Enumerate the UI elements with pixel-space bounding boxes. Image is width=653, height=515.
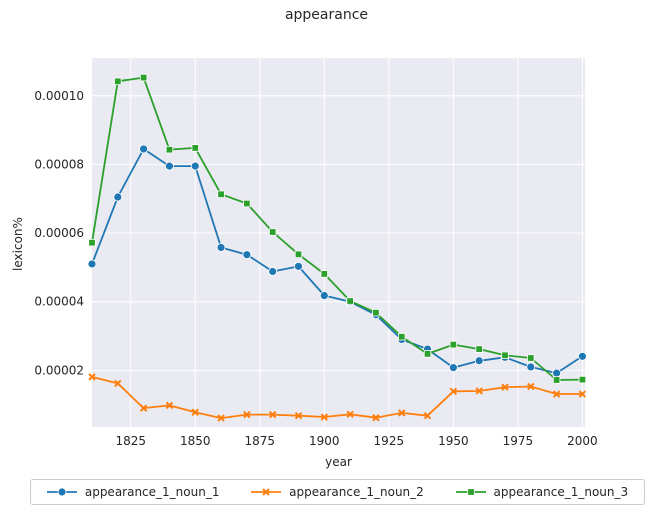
legend-symbol <box>466 488 475 496</box>
y-axis-label: lexicon% <box>11 217 25 271</box>
x-tick-label: 2000 <box>567 434 598 448</box>
legend-marker-series-1 <box>46 487 77 497</box>
data-point-series-2 <box>165 401 174 410</box>
data-point-series-1 <box>113 192 123 202</box>
data-point-series-2 <box>320 413 329 421</box>
x-axis-label: year <box>325 455 352 469</box>
legend-marker-series-3 <box>455 488 486 496</box>
legend-item-series-1: appearance_1_noun_1 <box>46 485 220 499</box>
data-point-series-2 <box>527 382 535 391</box>
data-point-series-1 <box>242 250 252 260</box>
data-point-series-3 <box>114 77 122 86</box>
data-point-series-1 <box>294 261 303 271</box>
legend-label-series-1: appearance_1_noun_1 <box>84 485 220 499</box>
data-point-series-2 <box>346 410 354 419</box>
data-point-series-2 <box>475 387 483 395</box>
data-point-series-2 <box>191 408 199 416</box>
data-point-series-1 <box>578 351 587 361</box>
data-point-series-3 <box>552 376 561 384</box>
legend-item-series-3: appearance_1_noun_3 <box>455 485 629 499</box>
x-tick-label: 1825 <box>115 434 146 448</box>
legend: appearance_1_noun_1 appearance_1_noun_2 … <box>30 479 645 505</box>
data-point-series-1 <box>552 368 562 378</box>
legend-label-series-3: appearance_1_noun_3 <box>493 485 629 499</box>
data-point-series-3 <box>320 270 329 278</box>
data-point-series-3 <box>578 375 587 384</box>
y-tick-label: 0.00010 <box>34 89 84 103</box>
y-tick-label: 0.00006 <box>34 226 84 240</box>
data-point-series-2 <box>449 387 458 396</box>
data-point-series-1 <box>319 291 329 300</box>
data-point-series-3 <box>294 250 303 259</box>
data-point-series-3 <box>268 228 277 236</box>
chart-title: appearance <box>284 7 369 23</box>
x-tick-label: 1850 <box>180 434 211 448</box>
data-point-series-3 <box>423 350 432 358</box>
data-point-series-3 <box>191 144 199 152</box>
data-point-series-2 <box>268 410 277 419</box>
data-point-series-1 <box>139 144 149 154</box>
legend-label-series-2: appearance_1_noun_2 <box>289 485 424 499</box>
data-point-series-2 <box>372 414 380 422</box>
legend-marker-series-2 <box>251 488 282 496</box>
data-point-series-2 <box>243 410 251 419</box>
data-point-series-2 <box>578 390 587 398</box>
x-tick-label: 1875 <box>245 434 276 448</box>
series-line-3 <box>91 76 583 381</box>
data-point-series-1 <box>268 267 278 276</box>
data-point-series-1 <box>474 356 484 366</box>
data-point-series-3 <box>398 333 406 341</box>
data-point-series-3 <box>527 354 535 362</box>
data-point-series-3 <box>372 308 380 317</box>
y-tick-label: 0.00002 <box>34 363 84 377</box>
data-point-series-2 <box>552 390 561 398</box>
plot-area <box>92 58 585 427</box>
data-point-series-3 <box>501 351 509 359</box>
y-tick-label: 0.00004 <box>34 295 84 309</box>
data-point-series-1 <box>87 259 97 269</box>
data-point-series-3 <box>139 73 148 82</box>
data-point-series-1 <box>165 161 174 171</box>
data-point-series-3 <box>243 199 251 208</box>
data-point-series-2 <box>423 411 432 420</box>
data-point-series-3 <box>217 190 225 198</box>
legend-symbol <box>57 487 67 497</box>
data-point-series-2 <box>114 379 122 388</box>
data-point-series-1 <box>448 363 458 373</box>
data-point-series-3 <box>346 297 354 305</box>
legend-item-series-2: appearance_1_noun_2 <box>251 485 424 499</box>
data-point-series-3 <box>165 145 174 154</box>
data-point-series-3 <box>475 345 483 353</box>
x-tick-label: 1975 <box>503 434 534 448</box>
data-point-series-1 <box>190 161 200 171</box>
data-point-series-2 <box>501 383 509 391</box>
x-tick-label: 1950 <box>438 434 469 448</box>
data-point-series-1 <box>216 243 226 252</box>
data-point-series-2 <box>294 411 303 420</box>
legend-symbol <box>262 488 270 496</box>
series-line-2 <box>91 376 583 420</box>
x-tick-label: 1925 <box>374 434 405 448</box>
data-point-series-3 <box>88 238 96 247</box>
data-point-series-1 <box>526 362 536 372</box>
y-tick-label: 0.00008 <box>34 157 84 171</box>
data-point-series-2 <box>398 409 406 417</box>
data-point-series-2 <box>217 414 225 422</box>
x-tick-label: 1900 <box>309 434 340 448</box>
data-point-series-2 <box>139 404 148 412</box>
data-point-series-2 <box>88 373 96 381</box>
data-point-series-3 <box>449 340 458 349</box>
